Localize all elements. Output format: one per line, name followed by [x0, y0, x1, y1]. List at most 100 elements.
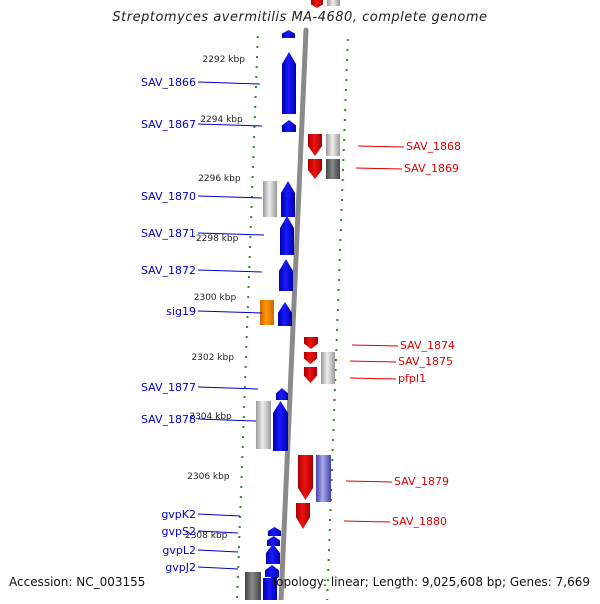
gene-arrow-reverse[interactable]: [296, 503, 310, 529]
gray-feature[interactable]: [321, 352, 335, 367]
gene-leader-line: [349, 377, 397, 380]
gene-arrow-forward[interactable]: [268, 527, 281, 536]
gene-label-right[interactable]: SAV_1880: [392, 515, 447, 528]
gray-feature[interactable]: [326, 159, 340, 179]
left-tick-mark: [239, 516, 242, 518]
gene-arrow-forward[interactable]: [276, 388, 288, 400]
left-tick-mark: [242, 436, 245, 438]
left-tick-mark: [240, 466, 243, 468]
gene-label-right[interactable]: SAV_1868: [406, 140, 461, 153]
left-tick-mark: [247, 286, 250, 288]
gene-label-left[interactable]: gvpL2: [162, 544, 196, 557]
gene-label-right[interactable]: SAV_1875: [398, 355, 453, 368]
right-tick-mark: [329, 519, 332, 521]
left-tick-mark: [248, 266, 251, 268]
gene-label-left[interactable]: gvpK2: [161, 508, 196, 521]
gene-leader-line: [197, 513, 241, 517]
gene-arrow-reverse[interactable]: [311, 0, 323, 8]
left-tick-mark: [238, 536, 241, 538]
scale-label-group: 2292 kbp 2294 kbp 2296 kbp 2298 kbp 2300 kbp…: [185, 55, 245, 541]
gene-arrow-forward[interactable]: [266, 544, 280, 564]
scale-label: 2300 kbp: [194, 293, 237, 303]
gene-arrow-reverse[interactable]: [304, 352, 317, 364]
gene-arrow-reverse[interactable]: [298, 455, 313, 500]
gene-label-left[interactable]: SAV_1877: [141, 381, 196, 394]
gene-arrow-forward[interactable]: [273, 401, 288, 451]
gene-label-left[interactable]: SAV_1866: [141, 76, 196, 89]
gray-feature[interactable]: [256, 401, 271, 449]
right-tick-mark: [330, 489, 333, 491]
left-tick-mark: [244, 376, 247, 378]
gene-arrow-forward[interactable]: [282, 52, 296, 114]
gene-label-left[interactable]: SAV_1872: [141, 264, 196, 277]
gene-label-left[interactable]: SAV_1867: [141, 118, 196, 131]
right-tick-mark: [345, 79, 348, 81]
gene-label-left[interactable]: gvpJ2: [165, 561, 196, 574]
genome-title: Streptomyces avermitilis MA-4680, comple…: [112, 10, 488, 25]
gray-feature[interactable]: [263, 181, 277, 217]
right-tick-mark: [336, 309, 339, 311]
gene-arrow-forward[interactable]: [278, 302, 292, 326]
gene-arrow-forward[interactable]: [265, 565, 279, 577]
purple-feature[interactable]: [316, 455, 331, 502]
gene-label-left[interactable]: SAV_1870: [141, 190, 196, 203]
gray-feature[interactable]: [326, 134, 340, 156]
right-tick-mark: [337, 299, 340, 301]
gene-arrow-reverse[interactable]: [304, 367, 317, 383]
gene-arrow-forward[interactable]: [281, 181, 295, 217]
gene-label-right[interactable]: SAV_1869: [404, 162, 459, 175]
right-tick-mark: [337, 289, 340, 291]
gene-arrow-forward[interactable]: [282, 30, 295, 38]
right-tick-mark: [332, 429, 335, 431]
gene-label-right[interactable]: SAV_1879: [394, 475, 449, 488]
left-tick-mark: [250, 206, 253, 208]
gene-arrow-forward[interactable]: [263, 578, 277, 600]
gene-arrow-reverse[interactable]: [308, 159, 322, 179]
left-tick-mark: [256, 36, 259, 38]
gene-arrow-forward[interactable]: [280, 216, 294, 255]
right-tick-mark: [335, 349, 338, 351]
gene-label-right[interactable]: pfpI1: [398, 372, 426, 385]
gene-arrow-forward[interactable]: [279, 259, 293, 291]
gene-arrow-reverse[interactable]: [308, 134, 322, 156]
gene-arrow-forward[interactable]: [282, 120, 296, 132]
gene-label-left[interactable]: SAV_1871: [141, 227, 196, 240]
gene-label-left[interactable]: sig19: [166, 305, 196, 318]
orange-feature[interactable]: [260, 300, 274, 325]
gene-leader-line: [349, 360, 397, 363]
gray-feature[interactable]: [245, 572, 261, 600]
gene-arrow-forward[interactable]: [267, 536, 280, 546]
right-tick-mark: [327, 549, 330, 551]
right-tick-mark: [342, 159, 345, 161]
left-tick-mark: [247, 276, 250, 278]
left-tick-mark: [238, 526, 241, 528]
right-tick-mark: [327, 559, 330, 561]
left-tick-mark: [245, 336, 248, 338]
scale-label: 2298 kbp: [196, 234, 239, 244]
left-tick-mark: [240, 476, 243, 478]
gene-label-left[interactable]: gvpS2: [162, 525, 196, 538]
gene-label-left[interactable]: SAV_1878: [141, 413, 196, 426]
left-tick-mark: [246, 316, 249, 318]
gene-arrow-reverse[interactable]: [304, 337, 318, 349]
right-tick-mark: [343, 139, 346, 141]
gene-leader-line: [197, 81, 261, 85]
left-tick-mark: [245, 346, 248, 348]
left-tick-mark: [249, 246, 252, 248]
gene-leader-line: [197, 418, 257, 422]
gray-feature[interactable]: [327, 0, 340, 6]
gene-leader-line: [343, 520, 391, 523]
scale-label: 2296 kbp: [198, 174, 241, 184]
right-tick-mark: [336, 329, 339, 331]
left-tick-mark: [255, 76, 258, 78]
gene-leader-line: [197, 195, 263, 199]
gene-label-right[interactable]: SAV_1874: [400, 339, 455, 352]
gene-leader-line: [355, 167, 403, 170]
right-tick-mark: [339, 239, 342, 241]
right-tick-mark: [343, 119, 346, 121]
right-tick-mark: [340, 219, 343, 221]
gray-feature[interactable]: [321, 367, 335, 384]
right-tick-mark: [338, 259, 341, 261]
